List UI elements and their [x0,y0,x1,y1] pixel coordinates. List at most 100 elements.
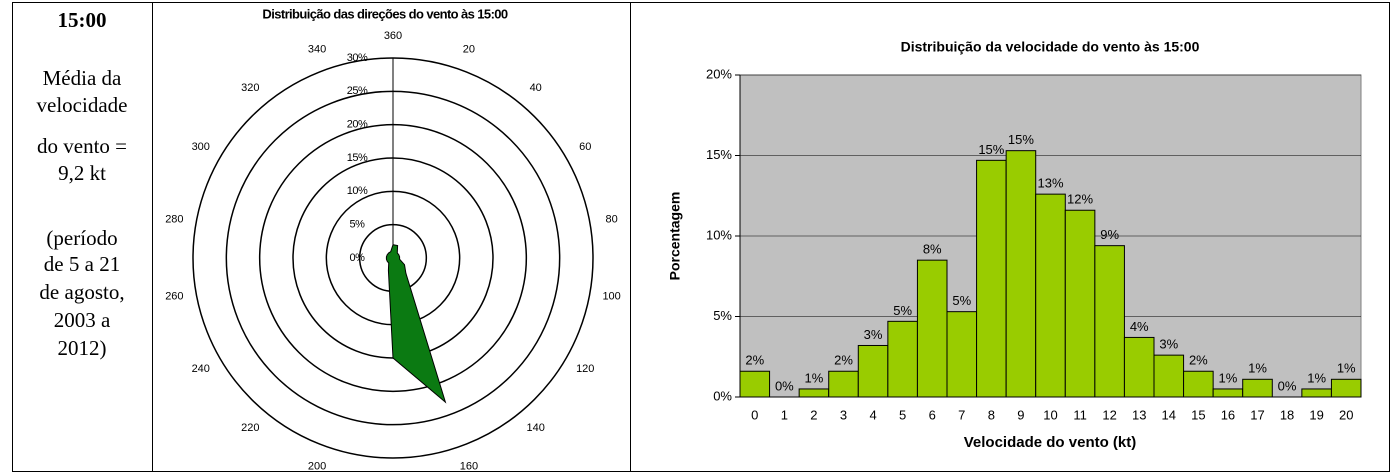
panel-line: 9,2 kt [58,161,106,185]
x-tick-label: 7 [958,407,965,422]
x-tick-label: 16 [1221,407,1235,422]
value-label: 3% [1159,337,1178,352]
panel-line: Média da [43,66,122,90]
r-tick-label: 5% [350,219,366,231]
direction-label: 340 [308,43,326,55]
bar [1153,354,1185,398]
panel-line: de 5 a 21 [44,252,120,276]
value-label: 1% [1248,361,1267,376]
x-tick-label: 13 [1132,407,1146,422]
x-tick-label: 3 [840,407,847,422]
value-label: 12% [1067,192,1093,207]
value-label: 13% [1037,176,1063,191]
direction-area [385,244,447,404]
x-tick-label: 1 [781,407,788,422]
y-tick-label: 10% [706,227,732,242]
bar [1330,378,1362,398]
value-label: 5% [952,293,971,308]
bar [1301,388,1332,398]
bar [976,159,1007,398]
bar [1183,370,1214,398]
r-tick-label: 20% [347,119,368,131]
y-tick-label: 5% [713,308,732,323]
direction-label: 140 [527,422,545,434]
bar [739,370,771,398]
direction-label: 80 [606,213,618,225]
direction-label: 260 [165,290,183,302]
x-tick-label: 6 [929,407,936,422]
value-label: 9% [1100,227,1119,242]
value-label: 3% [864,327,883,342]
value-label: 8% [923,242,942,257]
ring [192,57,594,459]
x-tick-label: 5 [899,407,906,422]
x-tick-label: 18 [1280,407,1294,422]
x-axis-title: Velocidade do vento (kt) [964,434,1137,451]
bar [887,320,918,398]
x-tick-label: 20 [1339,407,1353,422]
x-tick-label: 2 [810,407,817,422]
x-tick-label: 11 [1073,407,1087,422]
table-border [12,2,1390,472]
bar [1064,209,1096,398]
value-label: 2% [834,353,853,368]
bar [1242,378,1273,398]
x-tick-label: 14 [1162,407,1176,422]
value-label: 5% [893,303,912,318]
x-tick-label: 10 [1043,407,1057,422]
direction-label: 240 [192,363,210,375]
x-tick-label: 17 [1250,407,1264,422]
direction-label: 20 [463,43,475,55]
value-label: 15% [978,142,1004,157]
x-tick-label: 12 [1102,407,1116,422]
y-tick-label: 0% [713,388,732,403]
value-label: 2% [1189,353,1208,368]
direction-label: 100 [602,290,620,302]
r-tick-label: 15% [347,152,368,164]
x-tick-label: 8 [988,407,995,422]
chart-title: Distribuição da velocidade do vento às 1… [901,39,1200,55]
bar [1035,193,1066,398]
panel-line: 2003 a [54,308,111,332]
panel-line: 2012) [58,336,107,360]
bar [1123,336,1155,398]
bar [916,259,948,398]
r-tick-label: 25% [347,85,368,97]
panel-line: de agosto, [39,280,124,304]
bar [1212,388,1244,398]
x-tick-label: 19 [1309,407,1323,422]
value-label: 1% [805,370,824,385]
value-label: 0% [1278,378,1297,393]
direction-label: 60 [579,141,591,153]
y-axis-title: Porcentagem [667,192,683,281]
value-label: 0% [775,378,794,393]
chart-title: Distribuição das direções do vento às 15… [262,6,508,21]
panel-heading: 15:00 [58,8,107,32]
value-label: 1% [1219,370,1238,385]
direction-label: 200 [308,461,326,473]
bar [1094,245,1125,398]
ring [258,123,528,393]
r-tick-label: 30% [347,52,368,64]
x-tick-label: 4 [869,407,876,422]
direction-label: 360 [384,30,402,42]
panel-line: velocidade [37,93,128,117]
x-tick-label: 0 [751,407,758,422]
bar [946,311,978,398]
value-label: 15% [1008,132,1034,147]
value-label: 1% [1337,361,1356,376]
panel-line: do vento = [37,134,127,158]
value-label: 1% [1307,370,1326,385]
direction-label: 120 [576,363,594,375]
bar [798,388,830,398]
r-tick-label: 0% [350,252,366,264]
ring [225,90,561,426]
bar [857,344,889,398]
panel-line: (período [46,226,117,250]
direction-label: 280 [165,213,183,225]
direction-label: 320 [241,82,259,94]
bar [828,370,859,398]
direction-label: 160 [460,461,478,473]
direction-label: 300 [192,141,210,153]
